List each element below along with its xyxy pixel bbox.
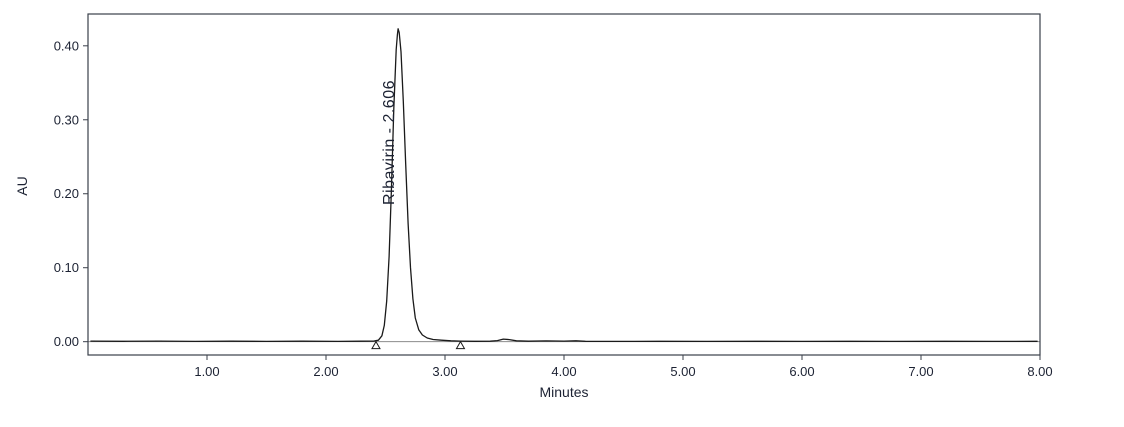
x-tick-label: 7.00 [908,364,933,379]
y-tick-label: 0.10 [54,260,79,275]
y-axis-label: AU [14,176,30,195]
chromatogram-trace [90,28,1038,343]
x-tick-label: 2.00 [313,364,338,379]
plot-area: 1.00 2.00 3.00 4.00 5.00 6.00 7.00 8.00 0.00 0.10… [54,13,1053,379]
integration-end-marker [455,340,466,350]
y-tick-label: 0.20 [54,186,79,201]
x-tick-label: 6.00 [789,364,814,379]
x-tick-label: 8.00 [1027,364,1052,379]
plot-border [87,13,1041,356]
y-tick-label: 0.00 [54,334,79,349]
x-tick-label: 1.00 [194,364,219,379]
y-tick-label: 0.40 [54,38,79,53]
peak-label: Ribavirin - 2.606 [381,80,398,205]
x-axis-label: Minutes [539,384,588,400]
x-tick-label: 4.00 [551,364,576,379]
x-tick-label: 5.00 [670,364,695,379]
y-tick-label: 0.30 [54,112,79,127]
integration-start-marker [371,340,381,350]
x-tick-label: 3.00 [432,364,457,379]
